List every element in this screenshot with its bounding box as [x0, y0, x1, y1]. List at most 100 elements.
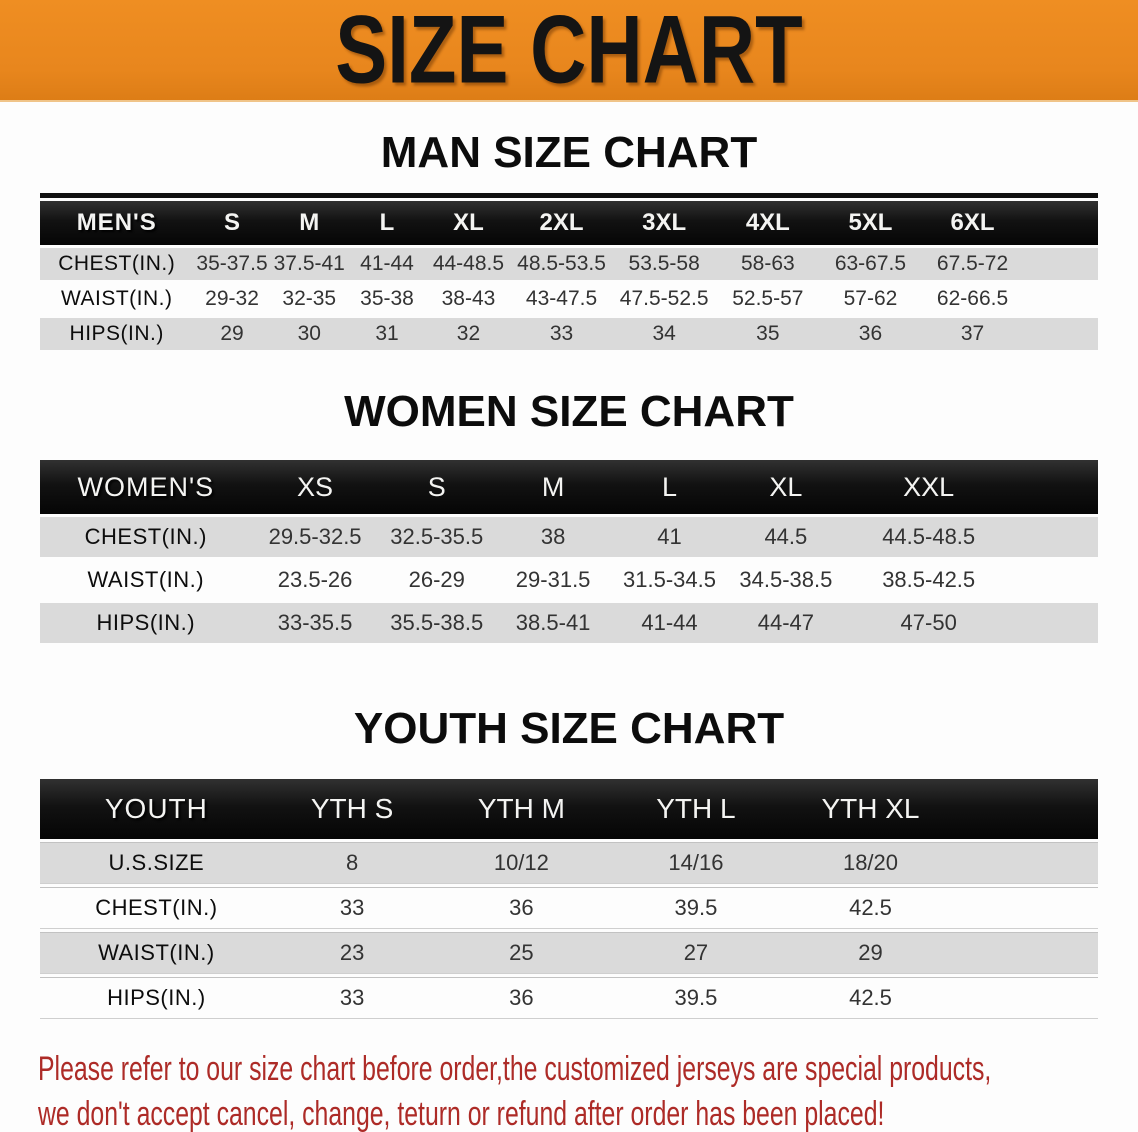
- size-value: 31.5-34.5: [611, 560, 728, 600]
- size-value: 47-50: [844, 603, 1014, 643]
- size-column-header: YTH XL: [780, 779, 961, 839]
- size-value: 26-29: [378, 560, 495, 600]
- size-column-header: S: [193, 201, 271, 245]
- filler-cell: [1023, 283, 1098, 315]
- size-value: 39.5: [611, 887, 781, 929]
- size-value: 41-44: [611, 603, 728, 643]
- size-value: 29-31.5: [494, 560, 612, 600]
- row-label: U.S.SIZE: [40, 842, 273, 884]
- size-column-header: 5XL: [819, 201, 922, 245]
- row-label: CHEST(IN.): [40, 887, 273, 929]
- filler-cell: [960, 887, 1098, 929]
- size-value: 29.5-32.5: [251, 517, 379, 557]
- size-column-header: S: [378, 460, 495, 514]
- row-label: HIPS(IN.): [40, 977, 273, 1019]
- row-label: CHEST(IN.): [40, 517, 252, 557]
- size-value: 52.5-57: [716, 283, 820, 315]
- size-value: 31: [347, 318, 427, 350]
- size-value: 23.5-26: [251, 560, 379, 600]
- size-value: 37.5-41: [270, 248, 348, 280]
- filler-cell: [1023, 318, 1098, 350]
- measurement-row: HIPS(IN.) 33 36 39.5 42.5: [40, 977, 1098, 1019]
- size-value: 30: [270, 318, 348, 350]
- table-header-row: MEN'S S M L XL 2XL 3XL 4XL 5XL 6XL: [40, 201, 1098, 245]
- size-value: 23: [272, 932, 432, 974]
- women-section-title: WOMEN SIZE CHART: [344, 387, 794, 436]
- measurement-row: WAIST(IN.) 29-32 32-35 35-38 38-43 43-47.5 47.…: [40, 283, 1098, 315]
- order-notice: Please refer to our size chart before or…: [38, 1047, 1138, 1132]
- size-value: 32.5-35.5: [378, 517, 495, 557]
- measurement-row: CHEST(IN.) 33 36 39.5 42.5: [40, 887, 1098, 929]
- filler-cell: [960, 779, 1098, 839]
- order-notice-line1: Please refer to our size chart before or…: [38, 1050, 992, 1088]
- size-value: 35: [716, 318, 820, 350]
- size-value: 62-66.5: [921, 283, 1024, 315]
- size-value: 27: [611, 932, 781, 974]
- table-header-row: YOUTH YTH S YTH M YTH L YTH XL: [40, 779, 1098, 839]
- banner-title: SIZE CHART: [335, 0, 803, 105]
- measurement-row: WAIST(IN.) 23.5-26 26-29 29-31.5 31.5-34.5 34…: [40, 560, 1098, 600]
- size-value: 44-48.5: [426, 248, 511, 280]
- size-value: 38: [494, 517, 612, 557]
- men-size-table: MEN'S S M L XL 2XL 3XL 4XL 5XL 6XL CHEST(IN.) 35-37…: [40, 193, 1098, 353]
- size-value: 42.5: [780, 887, 961, 929]
- size-column-header: XS: [251, 460, 379, 514]
- measurement-row: WAIST(IN.) 23 25 27 29: [40, 932, 1098, 974]
- row-label: HIPS(IN.): [40, 603, 252, 643]
- measurement-row: HIPS(IN.) 33-35.5 35.5-38.5 38.5-41 41-44 44-…: [40, 603, 1098, 643]
- filler-cell: [960, 932, 1098, 974]
- row-label: HIPS(IN.): [40, 318, 194, 350]
- size-value: 44.5-48.5: [844, 517, 1014, 557]
- size-value: 18/20: [780, 842, 961, 884]
- size-value: 29: [193, 318, 271, 350]
- size-column-header: 2XL: [510, 201, 613, 245]
- filler-cell: [960, 842, 1098, 884]
- size-value: 44.5: [727, 517, 845, 557]
- table-header-label: WOMEN'S: [40, 460, 252, 514]
- size-value: 32: [426, 318, 511, 350]
- size-value: 57-62: [819, 283, 922, 315]
- size-value: 33: [272, 977, 432, 1019]
- size-value: 32-35: [270, 283, 348, 315]
- row-label: WAIST(IN.): [40, 560, 252, 600]
- size-column-header: XL: [727, 460, 845, 514]
- size-value: 47.5-52.5: [612, 283, 716, 315]
- size-column-header: 4XL: [716, 201, 820, 245]
- size-value: 14/16: [611, 842, 781, 884]
- table-header-label: YOUTH: [40, 779, 273, 839]
- table-header-label: MEN'S: [40, 201, 194, 245]
- youth-section-title: YOUTH SIZE CHART: [353, 704, 785, 753]
- size-value: 35.5-38.5: [378, 603, 495, 643]
- size-value: 53.5-58: [612, 248, 716, 280]
- size-value: 38.5-41: [494, 603, 612, 643]
- order-notice-line2: we don't accept cancel, change, teturn o…: [38, 1095, 885, 1132]
- table-header-row: WOMEN'S XS S M L XL XXL: [40, 460, 1098, 514]
- measurement-row: HIPS(IN.) 29 30 31 32 33 34 35 36 37: [40, 318, 1098, 350]
- size-column-header: M: [270, 201, 348, 245]
- size-column-header: 3XL: [612, 201, 716, 245]
- size-value: 25: [431, 932, 612, 974]
- size-value: 38.5-42.5: [844, 560, 1014, 600]
- measurement-row: CHEST(IN.) 29.5-32.5 32.5-35.5 38 41 44.5 44.5…: [40, 517, 1098, 557]
- size-value: 10/12: [431, 842, 612, 884]
- size-column-header: L: [611, 460, 728, 514]
- youth-size-table: YOUTH YTH S YTH M YTH L YTH XL U.S.SIZE 8 10/12…: [40, 776, 1098, 1022]
- row-label: WAIST(IN.): [40, 283, 194, 315]
- filler-cell: [960, 977, 1098, 1019]
- size-value: 67.5-72: [921, 248, 1024, 280]
- row-label: CHEST(IN.): [40, 248, 194, 280]
- size-column-header: YTH M: [431, 779, 612, 839]
- size-column-header: YTH S: [272, 779, 432, 839]
- size-column-header: XL: [426, 201, 511, 245]
- size-value: 42.5: [780, 977, 961, 1019]
- size-value: 29: [780, 932, 961, 974]
- measurement-row: CHEST(IN.) 35-37.5 37.5-41 41-44 44-48.5 48.5…: [40, 248, 1098, 280]
- women-size-table: WOMEN'S XS S M L XL XXL CHEST(IN.) 29.5-32.5 32.5…: [40, 457, 1098, 646]
- size-value: 34: [612, 318, 716, 350]
- size-value: 38-43: [426, 283, 511, 315]
- size-value: 41: [611, 517, 728, 557]
- size-value: 37: [921, 318, 1024, 350]
- size-value: 35-37.5: [193, 248, 271, 280]
- size-value: 44-47: [727, 603, 845, 643]
- size-value: 35-38: [347, 283, 427, 315]
